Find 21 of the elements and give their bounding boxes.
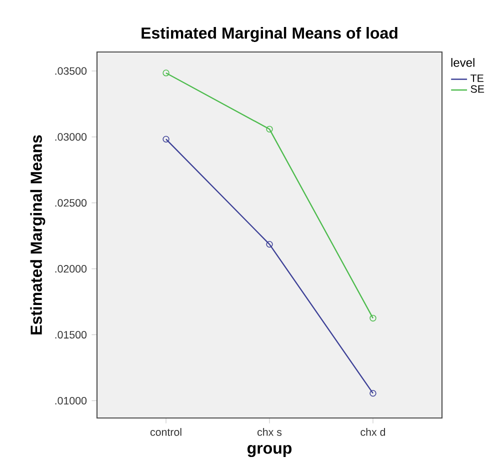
y-tick-label: .02500	[55, 199, 87, 207]
point	[266, 126, 273, 132]
point	[162, 70, 170, 76]
legend-label: TE	[470, 74, 484, 82]
x-tick-label: chx s	[258, 428, 282, 436]
legend-title: level	[451, 58, 474, 67]
x-tick-label: chx d	[360, 428, 386, 436]
y-axis-title: Estimated Marginal Means	[30, 135, 46, 334]
y-tick-label: .01500	[55, 331, 87, 339]
y-tick-label: .03500	[55, 67, 87, 75]
point	[370, 390, 376, 397]
y-tick-label: .03000	[55, 133, 87, 141]
x-tick-label: control	[150, 428, 182, 436]
y-tick-label: .01000	[55, 396, 87, 404]
chart-title: Estimated Marginal Means of load	[142, 26, 398, 42]
point	[162, 136, 170, 143]
point	[266, 240, 273, 248]
x-axis-title: group	[247, 445, 292, 458]
legend-label: SE	[470, 85, 484, 93]
point	[370, 314, 376, 322]
y-tick-label: .02000	[55, 265, 87, 273]
